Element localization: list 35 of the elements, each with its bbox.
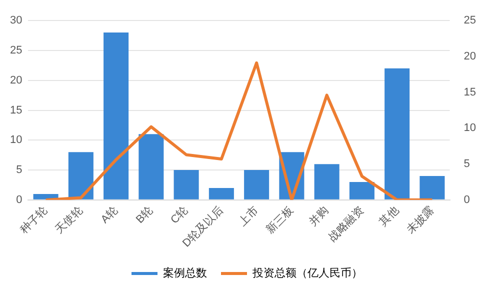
- y2-tick-label: 0: [464, 194, 470, 206]
- x-tick-label: 种子轮: [18, 204, 50, 236]
- legend-label: 案例总数: [163, 266, 207, 280]
- y2-tick-label: 5: [464, 158, 470, 170]
- legend-label: 投资总额（亿人民币）: [252, 266, 362, 280]
- bar: [174, 170, 199, 200]
- bar: [420, 176, 445, 200]
- y-tick-label: 10: [10, 134, 22, 146]
- x-tick-label: 上市: [236, 204, 261, 228]
- x-tick-label: 其他: [376, 204, 402, 228]
- bar: [208, 188, 234, 200]
- y2-tick-label: 25: [464, 14, 476, 27]
- bar: [68, 152, 94, 200]
- bar: [384, 68, 410, 200]
- y-tick-label: 15: [10, 104, 22, 116]
- bar: [349, 182, 374, 200]
- bar: [138, 134, 164, 200]
- x-tick-label: 未披露: [404, 204, 436, 236]
- y2-tick-label: 20: [464, 50, 476, 62]
- x-tick-label: 天使轮: [53, 204, 86, 236]
- y-tick-label: 20: [10, 74, 22, 86]
- x-tick-label: 新三板: [263, 204, 296, 236]
- bar: [244, 170, 270, 200]
- y2-tick-label: 10: [464, 122, 476, 134]
- x-tick-label: C轮: [168, 204, 191, 226]
- x-tick-label: A轮: [98, 204, 120, 226]
- y-tick-label: 30: [10, 14, 22, 27]
- bar: [314, 164, 340, 200]
- y2-tick-label: 15: [464, 86, 476, 98]
- x-tick-label: B轮: [134, 204, 156, 226]
- bar: [104, 32, 129, 200]
- y-tick-label: 5: [16, 164, 22, 176]
- y-tick-label: 0: [16, 194, 22, 206]
- y-tick-label: 25: [10, 44, 22, 57]
- x-tick-label: 并购: [306, 204, 332, 228]
